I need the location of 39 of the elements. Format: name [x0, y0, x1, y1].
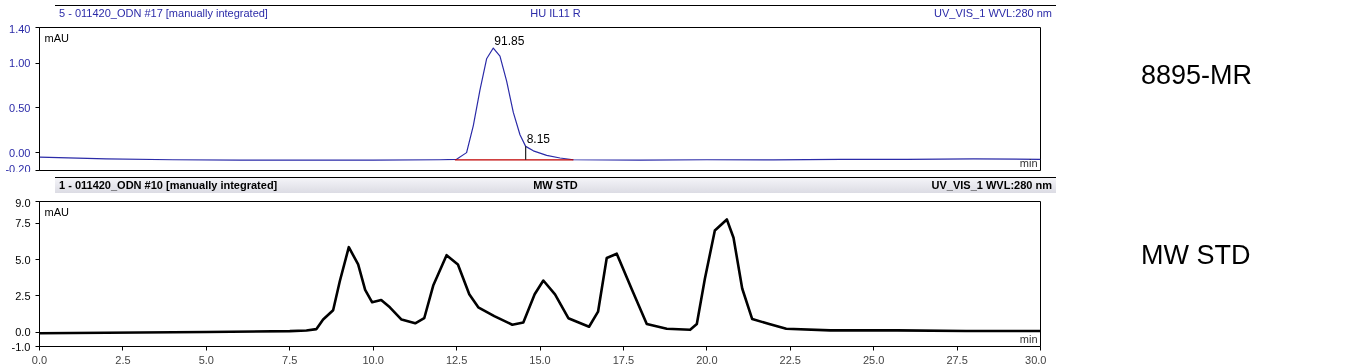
y-tick-label: -1.0 — [11, 340, 31, 353]
y-tick-label: 0.50 — [9, 101, 31, 114]
y-tick-label: 2.5 — [15, 289, 31, 302]
x-axis-title: min — [1019, 332, 1038, 345]
text: MW STD — [1141, 239, 1251, 272]
x-tick-label: 30.0 — [1025, 353, 1047, 364]
annotation: 91.85 — [494, 34, 525, 49]
chart-title: 1 - 011420_ODN #10 [manually integrated] — [59, 178, 278, 193]
text: UV_VIS_1 WVL:280 nm — [931, 178, 1052, 193]
x-tick-label: 15.0 — [529, 353, 551, 364]
line-series — [39, 47, 1041, 161]
x-axis-title: min — [1019, 156, 1038, 169]
y-tick-label: 0.0 — [15, 326, 31, 338]
x-tick-label: 27.5 — [946, 353, 968, 364]
y-tick-label: -0.20 — [5, 162, 31, 175]
x-tick-label: 22.5 — [779, 353, 801, 364]
x-tick-label: 17.5 — [612, 353, 635, 364]
y-tick-label: 9.0 — [15, 196, 31, 209]
x-tick-label: 10.0 — [362, 353, 384, 364]
y-tick-label: 1.40 — [9, 22, 31, 35]
y-tick-label: 5.0 — [15, 253, 31, 266]
chart-subtitle: HU IL11 R — [530, 7, 581, 19]
y-tick-label: 7.5 — [15, 217, 31, 230]
x-tick-label: 0.0 — [31, 353, 48, 364]
chart-subtitle: MW STD — [533, 179, 578, 191]
annotation: 8.15 — [526, 132, 551, 147]
y-axis-title: mAU — [44, 31, 69, 44]
chart-title: 5 - 011420_ODN #17 [manually integrated] — [59, 6, 268, 21]
x-tick-label: 20.0 — [696, 353, 718, 364]
x-tick-label: 12.5 — [445, 353, 468, 364]
y-tick-label: 0.00 — [9, 146, 31, 159]
y-tick-label: 1.00 — [9, 57, 31, 70]
x-tick-label: 5.0 — [198, 353, 214, 364]
x-tick-label: 7.5 — [282, 353, 298, 364]
text: 8895-MR — [1141, 59, 1253, 92]
x-tick-label: 25.0 — [862, 353, 885, 364]
x-tick-label: 2.5 — [115, 353, 131, 364]
text: UV_VIS_1 WVL:280 nm — [933, 6, 1052, 21]
y-axis-title: mAU — [44, 205, 69, 218]
